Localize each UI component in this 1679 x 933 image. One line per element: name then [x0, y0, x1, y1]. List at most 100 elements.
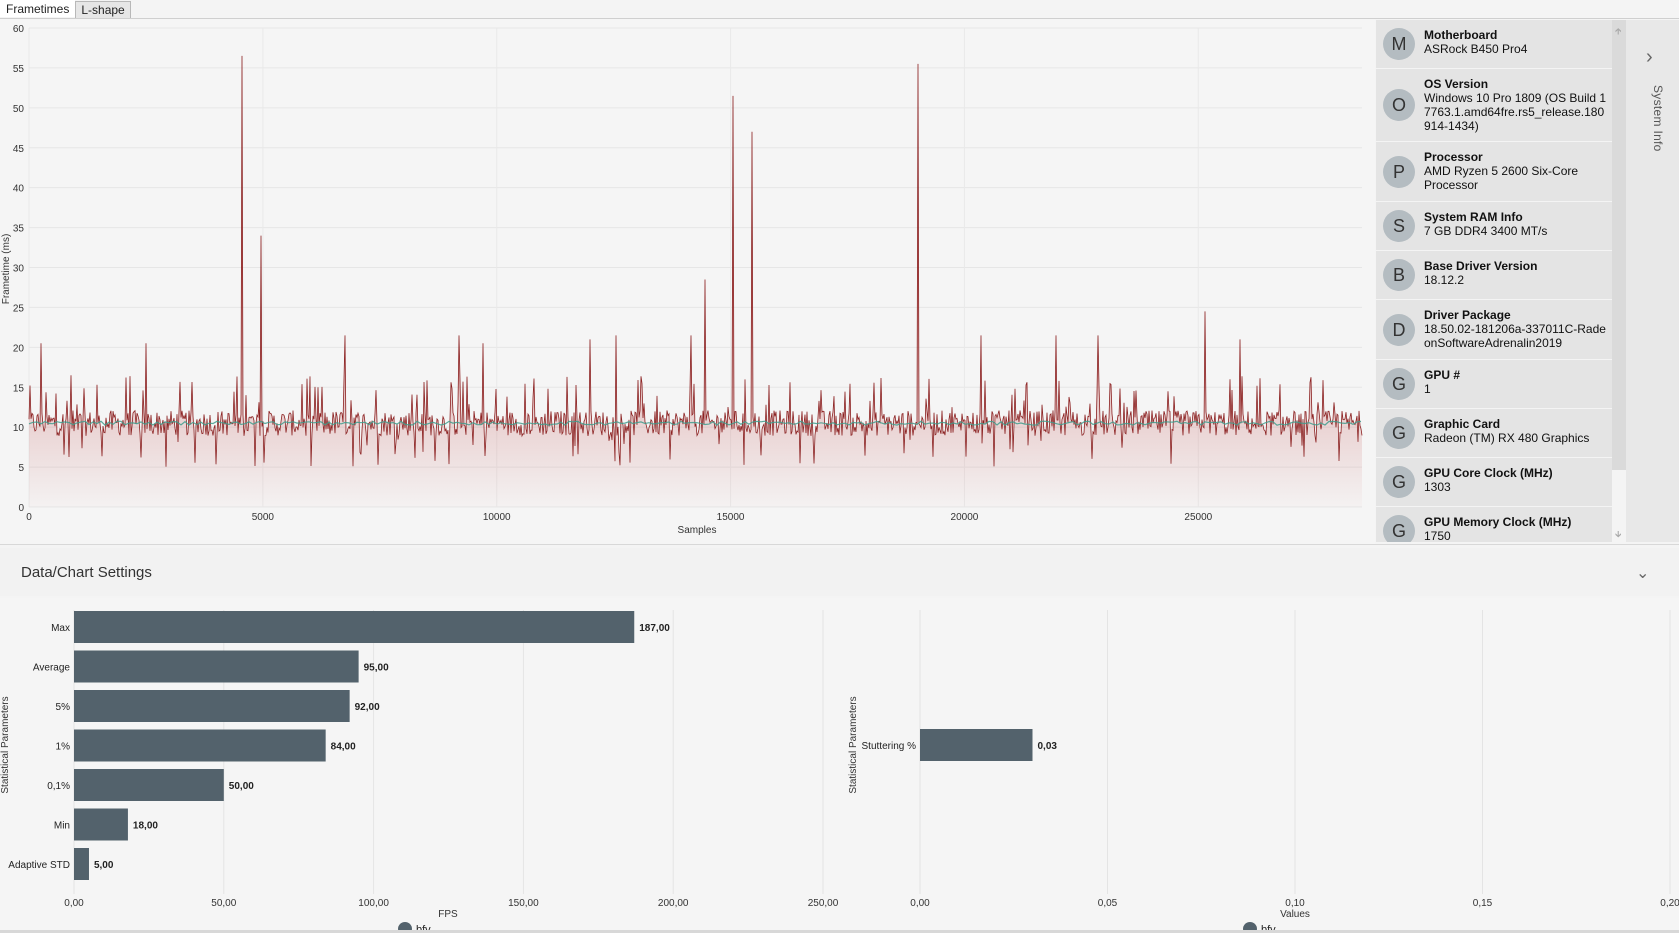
system-info-flyout-label[interactable]: System Info [1651, 85, 1665, 152]
x-tick-label: 50,00 [211, 898, 236, 909]
avatar: M [1383, 28, 1415, 60]
system-info-item: P Processor AMD Ryzen 5 2600 Six-Core Pro… [1376, 142, 1612, 202]
avatar: O [1383, 89, 1415, 121]
x-tick-label: 250,00 [808, 898, 839, 909]
settings-title[interactable]: Data/Chart Settings [21, 564, 152, 581]
category-label: Average [33, 663, 71, 674]
bar-value-label: 95,00 [364, 663, 389, 674]
system-info-value: 1750 [1424, 529, 1451, 542]
avatar: P [1383, 155, 1415, 188]
x-tick-label: 0,15 [1473, 898, 1493, 909]
frametime-grid [28, 27, 1362, 508]
system-info-title: Motherboard [1424, 28, 1498, 42]
legend-label[interactable]: bfv [1261, 924, 1276, 933]
frametime-y-ticks: 0 5 10 15 20 25 30 35 40 45 50 55 60 [13, 24, 25, 514]
y-tick-label: 0 [18, 503, 24, 514]
x-tick-label: 0,10 [1285, 898, 1305, 909]
y-axis-label: Statistical Parameters [848, 696, 859, 793]
system-info-value: 18.50.02-181206a-337011C-RadeonSoftwareA… [1424, 322, 1606, 350]
y-tick-label: 55 [13, 64, 25, 75]
system-info-item: G GPU Memory Clock (MHz) 1750 [1376, 507, 1612, 542]
bar-value-label: 18,00 [133, 821, 158, 832]
bar [74, 848, 89, 880]
stuttering-bar-chart: 0,00 0,05 0,10 0,15 0,20 Stuttering % 0,03 Stat… [848, 610, 1679, 933]
avatar: G [1383, 368, 1415, 400]
y-axis-label: Statistical Parameters [0, 696, 11, 793]
x-tick-label: 100,00 [358, 898, 389, 909]
bar [74, 611, 635, 643]
system-info-value: 1 [1424, 382, 1431, 396]
y-tick-label: 15 [13, 383, 25, 394]
system-info-item: S System RAM Info 7 GB DDR4 3400 MT/s [1376, 202, 1612, 251]
avatar: G [1383, 417, 1415, 449]
system-info-title: GPU Memory Clock (MHz) [1424, 515, 1572, 529]
system-info-flyout [1626, 20, 1679, 542]
bar [74, 690, 350, 722]
x-tick-label: 10000 [483, 512, 511, 523]
x-tick-label: 0,20 [1660, 898, 1679, 909]
x-tick-label: 15000 [717, 512, 745, 523]
bar-value-label: 0,03 [1038, 741, 1058, 752]
statistics-charts: 0,00 50,00 100,00 150,00 200,00 250,00 Max 187,… [0, 598, 1679, 933]
chevron-right-icon[interactable]: › [1646, 46, 1653, 68]
x-tick-label: 200,00 [658, 898, 689, 909]
system-info-title: System RAM Info [1424, 210, 1523, 224]
x-tick-label: 0,00 [64, 898, 84, 909]
bar [74, 650, 359, 683]
system-info-list[interactable]: M Motherboard ASRock B450 Pro4 O OS Versi… [1376, 20, 1612, 542]
avatar: B [1383, 259, 1415, 291]
category-label: Min [54, 821, 70, 832]
system-info-title: Driver Package [1424, 308, 1511, 322]
fps-bar-chart: 0,00 50,00 100,00 150,00 200,00 250,00 Max 187,… [0, 610, 839, 933]
system-info-item: M Motherboard ASRock B450 Pro4 [1376, 20, 1612, 69]
system-info-value: Radeon (TM) RX 480 Graphics [1424, 431, 1590, 445]
bar-value-label: 92,00 [355, 702, 380, 713]
system-info-value: ASRock B450 Pro4 [1424, 42, 1528, 56]
bar-value-label: 187,00 [639, 623, 670, 634]
y-tick-label: 35 [13, 224, 25, 235]
y-tick-label: 50 [13, 104, 25, 115]
category-label: Max [51, 623, 70, 634]
tab-l-shape[interactable]: L-shape [75, 1, 131, 18]
tab-frametimes[interactable]: Frametimes [0, 0, 76, 17]
tab-strip: Frametimes L-shape [0, 0, 131, 18]
category-label: 5% [56, 702, 71, 713]
frametime-moving-average [28, 420, 1362, 426]
x-tick-label: 0,00 [910, 898, 930, 909]
y-tick-label: 45 [13, 144, 25, 155]
x-axis-label: FPS [438, 909, 458, 920]
system-info-title: Base Driver Version [1424, 259, 1538, 273]
bar [74, 808, 128, 841]
frametime-chart: 0 5 10 15 20 25 30 35 40 45 50 55 60 0 5000 10000 15000… [0, 19, 1375, 544]
system-info-value: 1303 [1424, 480, 1451, 494]
legend-label[interactable]: bfv [416, 924, 431, 933]
category-label: 0,1% [47, 781, 70, 792]
system-info-item: O OS Version Windows 10 Pro 1809 (OS Buil… [1376, 69, 1612, 142]
avatar: G [1383, 466, 1415, 498]
bar [74, 769, 224, 801]
y-tick-label: 30 [13, 264, 25, 275]
system-info-item: G Graphic Card Radeon (TM) RX 480 Graphic… [1376, 409, 1612, 458]
system-info-item: G GPU #1 [1376, 360, 1612, 409]
scroll-down-arrow-icon[interactable]: 🡳 [1615, 529, 1622, 539]
system-info-value: 18.12.2 [1424, 273, 1465, 287]
bar [920, 729, 1033, 761]
bar-value-label: 50,00 [229, 781, 254, 792]
bar-value-label: 5,00 [94, 860, 114, 871]
panel-divider [0, 544, 1679, 545]
frametime-y-axis-label: Frametime (ms) [1, 234, 12, 305]
x-axis-label: Values [1280, 909, 1310, 920]
system-info-scrollbar[interactable] [1612, 20, 1626, 470]
x-tick-label: 5000 [252, 512, 275, 523]
scroll-up-arrow-icon[interactable]: 🡱 [1615, 26, 1622, 36]
tab-divider [0, 18, 1679, 19]
settings-expander[interactable] [0, 548, 1679, 596]
system-info-item: B Base Driver Version 18.12.2 [1376, 251, 1612, 300]
system-info-value: AMD Ryzen 5 2600 Six-Core Processor [1424, 164, 1579, 192]
bar-value-label: 84,00 [331, 742, 356, 753]
x-tick-label: 150,00 [508, 898, 539, 909]
system-info-title: GPU Core Clock (MHz) [1424, 466, 1553, 480]
chevron-down-icon[interactable]: ⌄ [1636, 565, 1650, 582]
x-tick-label: 0 [26, 512, 32, 523]
bottom-border [0, 930, 1679, 933]
